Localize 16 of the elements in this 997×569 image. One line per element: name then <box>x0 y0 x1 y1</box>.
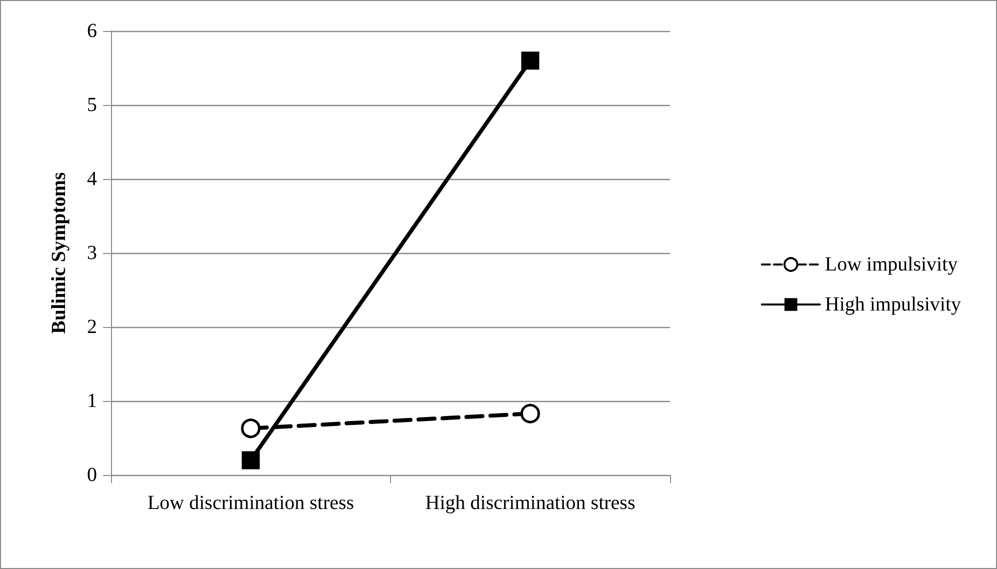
point <box>520 404 540 424</box>
y-tick-label: 5 <box>87 94 97 116</box>
y-tick-label: 4 <box>87 168 97 190</box>
y-tick-label: 6 <box>87 20 97 42</box>
y-tick-label: 1 <box>87 390 97 412</box>
legend-label: High impulsivity <box>824 294 961 316</box>
y-axis-title: Bulimic Symptoms <box>48 172 70 334</box>
point <box>242 451 260 470</box>
x-tick-label: Low discrimination stress <box>147 492 354 514</box>
y-tick-label: 0 <box>87 464 97 486</box>
y-tick-label: 2 <box>87 316 97 338</box>
legend-label: Low impulsivity <box>824 254 958 276</box>
y-tick-label: 3 <box>87 242 97 264</box>
point <box>521 52 540 70</box>
point <box>241 418 260 438</box>
x-tick-label: High discrimination stress <box>425 492 636 514</box>
